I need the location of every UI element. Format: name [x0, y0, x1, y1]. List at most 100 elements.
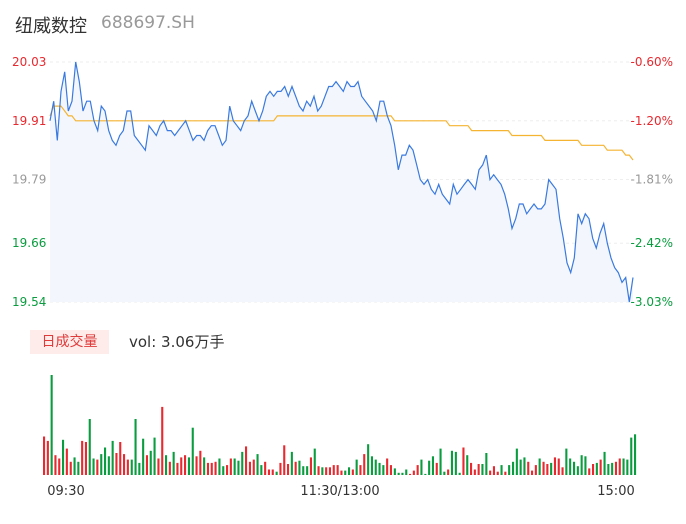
volume-bar [420, 459, 423, 475]
volume-bar [512, 461, 515, 475]
volume-bar [477, 464, 480, 475]
volume-bar [527, 461, 530, 475]
volume-bar [241, 451, 244, 475]
volume-bar [126, 459, 129, 475]
volume-bar [111, 440, 114, 475]
volume-bar [287, 464, 290, 475]
volume-bar [104, 447, 107, 475]
volume-bar [473, 469, 476, 475]
volume-bar [588, 468, 591, 475]
volume-bar [206, 462, 209, 475]
volume-bar [43, 436, 46, 475]
y-tick-label-left: 19.66 [12, 236, 46, 250]
volume-bar [485, 453, 488, 475]
volume-bar [229, 458, 232, 475]
volume-bar [172, 451, 175, 475]
volume-bar [260, 465, 263, 475]
y-tick-label-right: -2.42% [631, 236, 673, 250]
volume-bar [481, 464, 484, 475]
average-price-line [49, 105, 634, 161]
volume-bar [470, 462, 473, 475]
stock-name: 纽威数控 [15, 16, 87, 37]
volume-bar [84, 442, 87, 475]
volume-bar [538, 458, 541, 475]
y-tick-label-left: 19.79 [12, 173, 46, 187]
volume-bar [226, 465, 229, 475]
volume-bar [553, 457, 556, 475]
volume-bar [245, 446, 248, 475]
volume-bar [325, 467, 328, 475]
volume-bar [328, 467, 331, 475]
volume-bar [184, 455, 187, 475]
volume-bar [81, 440, 84, 475]
volume-bar [73, 457, 76, 475]
volume-bar [271, 469, 274, 475]
volume-bar [614, 461, 617, 475]
volume-bar [515, 448, 518, 475]
x-tick-label: 15:00 [597, 484, 634, 499]
volume-bar [267, 469, 270, 475]
volume-bar [508, 465, 511, 475]
volume-bar [584, 456, 587, 475]
volume-bar [489, 470, 492, 475]
volume-summary: vol: 3.06万手 [129, 333, 225, 351]
volume-bar [142, 438, 145, 475]
volume-bar [573, 461, 576, 475]
volume-bar [630, 437, 633, 475]
volume-bar [611, 462, 614, 475]
volume-bar [165, 455, 168, 475]
volume-bar [450, 450, 453, 475]
volume-bar [62, 439, 65, 475]
volume-bar [344, 470, 347, 475]
volume-bar [96, 459, 99, 475]
volume-bar [500, 465, 503, 475]
volume-bar [92, 458, 95, 475]
volume-bar [462, 447, 465, 475]
volume-bar [397, 472, 400, 475]
volume-bar [88, 419, 91, 475]
volume-bar [626, 459, 629, 475]
volume-bar [466, 455, 469, 475]
volume-bar [100, 454, 103, 475]
volume-bar [409, 473, 412, 475]
volume-bar [77, 461, 80, 475]
volume-bar [309, 457, 312, 475]
volume-bar [302, 466, 305, 475]
volume-bar [519, 459, 522, 475]
volume-tab[interactable]: 日成交量 [30, 330, 109, 354]
volume-bar [496, 471, 499, 475]
volume-bar [214, 461, 217, 475]
volume-bar [367, 444, 370, 475]
y-tick-label-right: -0.60% [631, 55, 673, 69]
volume-bar [492, 466, 495, 475]
volume-bar [115, 453, 118, 475]
volume-bar [336, 465, 339, 475]
volume-bar [203, 457, 206, 475]
volume-bar [153, 437, 156, 475]
volume-bar [393, 468, 396, 475]
volume-bar [107, 456, 110, 475]
volume-bar [199, 450, 202, 475]
volume-bar [317, 466, 320, 475]
volume-bar [599, 459, 602, 475]
volume-bar [161, 406, 164, 475]
volume-bar [348, 467, 351, 475]
y-tick-label-left: 19.54 [12, 295, 46, 309]
volume-bar [359, 465, 362, 475]
price-area [50, 62, 633, 302]
volume-bar [195, 456, 198, 475]
volume-bar [412, 470, 415, 475]
volume-bar [58, 458, 61, 475]
x-tick-label: 11:30/13:00 [300, 484, 379, 499]
volume-bar [370, 456, 373, 475]
volume-bar [168, 461, 171, 475]
volume-bar [149, 450, 152, 475]
volume-bar [622, 458, 625, 475]
volume-bar [363, 454, 366, 475]
volume-bar [557, 458, 560, 475]
volume-bar [424, 473, 427, 475]
volume-bar [351, 469, 354, 475]
volume-bar [69, 461, 72, 475]
volume-bar [294, 461, 297, 475]
